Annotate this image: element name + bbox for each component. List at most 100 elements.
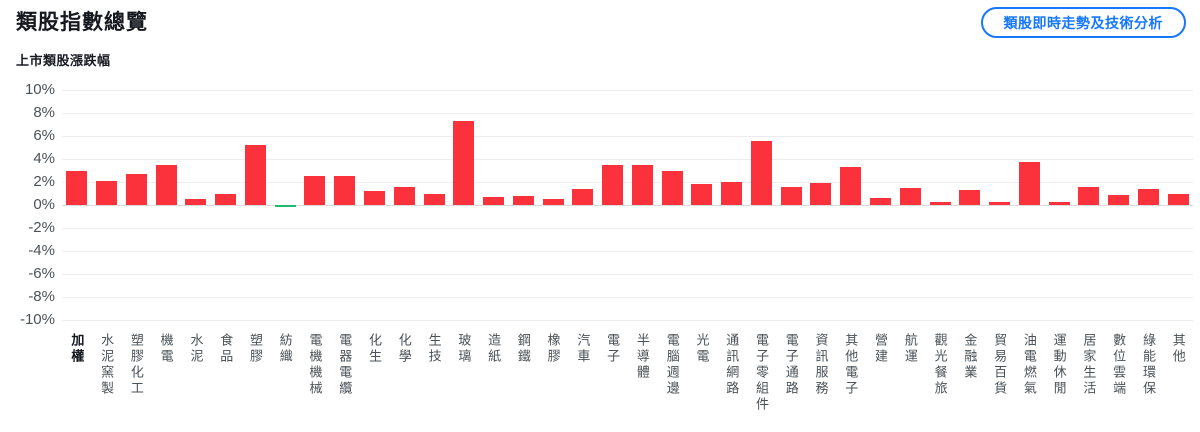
chart-bar[interactable] xyxy=(334,176,356,205)
x-axis-label: 觀光餐旅 xyxy=(932,333,948,397)
x-axis-label-slot: 綠能環保 xyxy=(1134,333,1164,397)
x-axis-label-slot: 汽車 xyxy=(568,333,598,365)
chart-bar[interactable] xyxy=(393,186,415,205)
x-axis-label-slot: 電機機械 xyxy=(300,333,330,397)
chart-bar[interactable] xyxy=(364,191,385,205)
x-axis-label: 居家生活 xyxy=(1081,333,1097,397)
x-axis-label-slot: 電子通路 xyxy=(776,333,806,397)
x-axis-label: 電子通路 xyxy=(783,333,799,397)
chart-bar[interactable] xyxy=(1137,188,1159,205)
x-axis-label-slot: 油電燃氣 xyxy=(1015,333,1045,397)
x-axis-label-slot: 光電 xyxy=(687,333,717,365)
chart-bar[interactable] xyxy=(483,196,505,205)
chart-bar[interactable] xyxy=(989,201,1011,205)
chart-bar[interactable] xyxy=(631,164,653,205)
chart-bar[interactable] xyxy=(840,167,862,205)
chart-bar[interactable] xyxy=(304,176,326,205)
gridline xyxy=(62,113,1193,114)
x-axis-label-slot: 水泥窯製 xyxy=(92,333,122,397)
y-axis-tick-label: -2% xyxy=(28,219,55,236)
plot-area xyxy=(62,90,1193,321)
chart-bar[interactable] xyxy=(274,205,296,207)
x-axis-label-slot: 塑膠化工 xyxy=(122,333,152,397)
chart-bar[interactable] xyxy=(721,182,743,205)
chart-bar[interactable] xyxy=(780,186,802,205)
chart-bar[interactable] xyxy=(869,198,891,205)
x-axis-label-slot: 其他電子 xyxy=(836,333,866,397)
chart-bar[interactable] xyxy=(185,199,207,205)
x-axis-label-slot: 觀光餐旅 xyxy=(925,333,955,397)
x-axis-label: 營建 xyxy=(873,333,889,365)
chart-bar[interactable] xyxy=(1078,186,1100,205)
x-axis-label: 加權 xyxy=(69,333,85,365)
x-axis-label: 其他 xyxy=(1170,333,1186,365)
y-axis-tick-label: 0% xyxy=(33,196,55,213)
x-axis-label: 水泥 xyxy=(188,333,204,365)
x-axis-label: 食品 xyxy=(218,333,234,365)
x-axis-label: 電器電纜 xyxy=(337,333,353,397)
x-axis-label-slot: 其他 xyxy=(1163,333,1193,365)
x-axis-label: 紡織 xyxy=(277,333,293,365)
y-axis-tick-label: 4% xyxy=(33,150,55,167)
x-axis-label: 通訊網路 xyxy=(724,333,740,397)
x-axis-label: 化學 xyxy=(396,333,412,365)
chart-bar[interactable] xyxy=(215,193,237,205)
y-axis-tick-label: 6% xyxy=(33,127,55,144)
chart-bar[interactable] xyxy=(453,121,475,205)
chart-bar[interactable] xyxy=(125,173,147,205)
y-axis-tick-label: 2% xyxy=(33,173,55,190)
chart-bar[interactable] xyxy=(1048,202,1070,205)
chart-bar[interactable] xyxy=(1108,194,1130,205)
page-title: 類股指數總覽 xyxy=(16,11,148,34)
chart-bar[interactable] xyxy=(66,170,88,205)
y-axis-tick-label: -4% xyxy=(28,242,55,259)
chart-bar[interactable] xyxy=(96,180,118,205)
chart-bar[interactable] xyxy=(512,195,534,205)
chart-bar[interactable] xyxy=(959,190,981,205)
chart-bar[interactable] xyxy=(423,193,445,205)
x-axis-label: 航運 xyxy=(902,333,918,365)
x-axis-label: 橡膠 xyxy=(545,333,561,365)
gridline xyxy=(62,251,1193,252)
gridline xyxy=(62,90,1193,91)
x-axis-label-slot: 塑膠 xyxy=(241,333,271,365)
x-axis-label: 水泥窯製 xyxy=(99,333,115,397)
x-axis-label-slot: 電腦週邊 xyxy=(657,333,687,397)
chart-bar[interactable] xyxy=(602,164,624,205)
y-axis-tick-label: -10% xyxy=(19,311,55,328)
x-axis-label-slot: 紡織 xyxy=(270,333,300,365)
x-axis-label: 鋼鐵 xyxy=(515,333,531,365)
page-header: 類股指數總覽 類股即時走勢及技術分析 xyxy=(0,0,1200,38)
x-axis-label-slot: 化學 xyxy=(389,333,419,365)
chart-bar[interactable] xyxy=(244,145,266,205)
gridline xyxy=(62,159,1193,160)
x-axis-label-slot: 食品 xyxy=(211,333,241,365)
x-axis-label: 生技 xyxy=(426,333,442,365)
x-axis-label-slot: 橡膠 xyxy=(538,333,568,365)
x-axis-label-slot: 居家生活 xyxy=(1074,333,1104,397)
x-axis-label: 塑膠化工 xyxy=(128,333,144,397)
gridline xyxy=(62,320,1193,321)
x-axis-label-slot: 玻璃 xyxy=(449,333,479,365)
chart-bar[interactable] xyxy=(899,187,921,205)
sector-realtime-analysis-button[interactable]: 類股即時走勢及技術分析 xyxy=(980,7,1186,38)
chart-bar[interactable] xyxy=(750,140,772,205)
chart-bar[interactable] xyxy=(1167,193,1189,205)
x-axis-label-slot: 資訊服務 xyxy=(806,333,836,397)
chart-bar[interactable] xyxy=(1018,162,1040,205)
chart-bar[interactable] xyxy=(691,184,713,205)
chart-bar[interactable] xyxy=(929,201,951,205)
x-axis-label-slot: 運動休閒 xyxy=(1044,333,1074,397)
gridline xyxy=(62,228,1193,229)
x-axis-label-slot: 機電 xyxy=(151,333,181,365)
chart-bar[interactable] xyxy=(661,170,683,205)
chart-bar[interactable] xyxy=(810,183,832,205)
x-axis-label-slot: 電子零組件 xyxy=(747,333,777,413)
x-axis-label-slot: 化生 xyxy=(360,333,390,365)
chart-bar[interactable] xyxy=(542,199,564,205)
x-axis-label: 油電燃氣 xyxy=(1021,333,1037,397)
x-axis-label: 資訊服務 xyxy=(813,333,829,397)
x-axis-label-slot: 航運 xyxy=(895,333,925,365)
chart-bar[interactable] xyxy=(572,188,594,205)
chart-bar[interactable] xyxy=(155,164,177,205)
